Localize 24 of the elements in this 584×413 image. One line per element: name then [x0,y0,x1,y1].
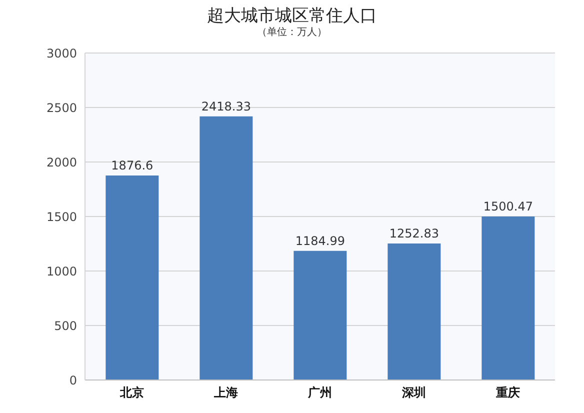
bar [106,175,159,380]
x-tick-label: 深圳 [401,386,426,400]
y-tick-label: 1000 [46,264,77,278]
data-label: 1184.99 [295,234,345,248]
y-tick-label: 3000 [46,46,77,60]
x-tick-label: 北京 [119,386,144,400]
data-label: 2418.33 [201,99,251,114]
data-label: 1876.6 [111,158,154,172]
y-tick-label: 0 [69,373,77,388]
bar [482,216,535,380]
chart-title: 超大城市城区常住人口 [206,6,378,26]
x-tick-label: 上海 [213,386,238,400]
y-tick-label: 2500 [46,100,77,115]
x-tick-label: 广州 [307,386,332,400]
data-label: 1252.83 [389,226,439,240]
chart-subtitle: （单位：万人） [256,27,328,39]
bar [294,250,347,380]
bar [388,243,441,380]
y-tick-label: 500 [54,318,77,333]
data-label: 1500.47 [483,199,533,214]
bar [200,116,253,380]
y-tick-label: 2000 [46,155,77,170]
x-tick-label: 重庆 [495,386,520,400]
y-tick-label: 1500 [46,210,77,224]
